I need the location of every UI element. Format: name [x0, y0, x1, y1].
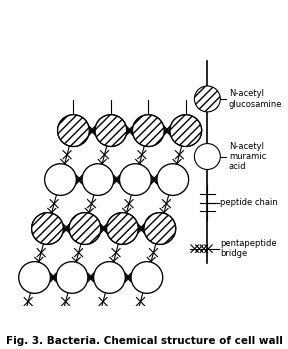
Circle shape	[58, 115, 89, 147]
Circle shape	[69, 213, 101, 244]
Text: peptide chain: peptide chain	[220, 198, 278, 207]
Circle shape	[94, 262, 125, 293]
Circle shape	[170, 115, 202, 147]
Circle shape	[32, 213, 63, 244]
Circle shape	[32, 213, 63, 244]
Text: N-acetyl
muramic
acid: N-acetyl muramic acid	[229, 142, 266, 171]
Circle shape	[95, 115, 127, 147]
Text: pentapeptide
bridge: pentapeptide bridge	[220, 239, 277, 258]
Circle shape	[157, 164, 189, 195]
Circle shape	[56, 262, 88, 293]
Circle shape	[19, 262, 50, 293]
Circle shape	[58, 115, 89, 147]
Circle shape	[107, 213, 138, 244]
Circle shape	[95, 115, 127, 147]
Circle shape	[170, 115, 202, 147]
Circle shape	[132, 115, 164, 147]
Circle shape	[132, 115, 164, 147]
Circle shape	[194, 143, 220, 170]
Circle shape	[82, 164, 114, 195]
Circle shape	[144, 213, 176, 244]
Text: N-acetyl
glucosamine: N-acetyl glucosamine	[229, 89, 283, 109]
Circle shape	[107, 213, 138, 244]
Text: Fig. 3. Bacteria. Chemical structure of cell wall: Fig. 3. Bacteria. Chemical structure of …	[5, 335, 283, 346]
Circle shape	[194, 86, 220, 112]
Circle shape	[144, 213, 176, 244]
Circle shape	[69, 213, 101, 244]
Circle shape	[45, 164, 76, 195]
Circle shape	[131, 262, 163, 293]
Circle shape	[120, 164, 151, 195]
